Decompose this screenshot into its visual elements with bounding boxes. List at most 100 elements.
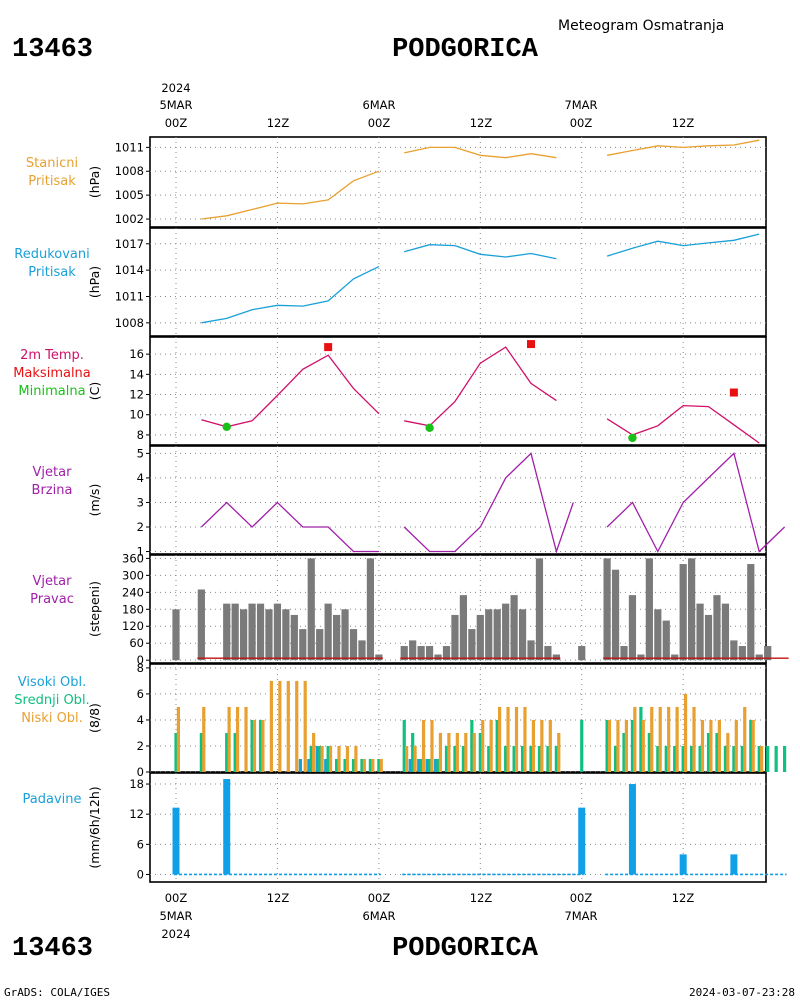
wind_speed-panel — [146, 445, 786, 555]
cloud-bar — [656, 745, 660, 772]
wind-direction-bar — [603, 558, 611, 661]
cloud-bar — [757, 745, 761, 772]
wind_direction-ytick-label: 60 — [129, 636, 144, 650]
cloud-bar — [487, 745, 491, 772]
wind-direction-bar — [662, 620, 670, 661]
precip-bar — [223, 779, 231, 875]
wind_direction-ytick-label: 300 — [122, 568, 144, 582]
cloud-bar — [760, 745, 764, 772]
cloud-bar — [377, 758, 381, 772]
wind_direction-ytick-label: 0 — [137, 653, 144, 667]
cloud_cover-ytick-label: 4 — [137, 713, 144, 727]
station_pressure-series-line — [606, 139, 760, 156]
cloud_cover-side-label: Srednji Obl. — [14, 693, 89, 708]
wind-direction-bar — [611, 569, 620, 661]
cloud-bar — [478, 732, 482, 772]
top-year-label: 2024 — [161, 81, 190, 95]
wind-direction-bar — [485, 609, 493, 661]
cloud-bar — [351, 758, 356, 772]
station_pressure-ytick-label: 1008 — [115, 164, 144, 178]
cloud-bar — [481, 719, 485, 772]
cloud-bar — [690, 745, 694, 772]
precip-bar — [628, 784, 636, 875]
wind-direction-bar — [628, 595, 637, 661]
precipitation-panel — [146, 772, 787, 883]
wind_speed-ytick-label: 5 — [137, 446, 144, 460]
wind_direction-ytick-label: 360 — [122, 551, 144, 565]
bottom-year-label: 2024 — [161, 927, 190, 941]
cloud-bar — [743, 706, 747, 772]
bottom-hour-tick-4: 12Z — [470, 891, 493, 905]
cloud-bar — [531, 719, 536, 772]
cloud-bar — [489, 719, 493, 772]
station_pressure-side-label: Pritisak — [28, 174, 76, 189]
cloud-bar — [413, 745, 417, 772]
cloud-bar — [362, 758, 366, 772]
cloud-bar — [774, 745, 778, 772]
cloud-bar — [472, 732, 476, 772]
wind-direction-bar — [366, 558, 375, 661]
wind-direction-bar — [696, 603, 704, 661]
cloud-bar — [368, 758, 373, 772]
wind-direction-bar — [510, 595, 518, 661]
footer-credit: GrADS: COLA/IGES — [4, 986, 110, 999]
wind-direction-bar — [493, 609, 501, 661]
wind_direction-side-label: Vjetar — [33, 574, 73, 589]
cloud-bar — [252, 719, 257, 772]
wind-direction-bar — [341, 609, 349, 661]
cloud-bar — [461, 745, 465, 772]
wind-direction-bar — [282, 609, 290, 661]
cloud-bar — [202, 706, 206, 772]
meteogram-panels: 1002100510081011(hPa)StanicniPritisak100… — [13, 136, 789, 883]
station_pressure-ytick-label: 1005 — [115, 188, 144, 202]
wind_speed-side-label: Vjetar — [33, 465, 73, 480]
reduced_pressure-ytick-label: 1017 — [115, 237, 144, 251]
cloud-bar — [495, 719, 499, 772]
top-day-label-3: 7MAR — [564, 98, 597, 112]
cloud-bar — [723, 745, 728, 772]
wind-direction-bar — [400, 646, 408, 661]
cloud-bar — [318, 745, 322, 772]
cloud-bar — [199, 732, 203, 772]
temperature-frame — [149, 336, 767, 446]
wind-direction-bar — [231, 603, 239, 661]
cloud-bar — [430, 719, 434, 772]
cloud-bar — [681, 745, 685, 772]
top-hour-tick-5: 00Z — [570, 116, 593, 130]
wind_direction-ylabel: (stepeni) — [87, 581, 102, 637]
reduced_pressure-panel — [146, 227, 767, 337]
cloud-bar — [312, 732, 316, 772]
cloud-bar — [345, 745, 350, 772]
wind-direction-bar — [442, 646, 451, 661]
cloud-bar — [506, 706, 510, 772]
cloud-bar — [408, 758, 412, 772]
max-temp-marker — [527, 340, 536, 349]
wind-direction-bar — [679, 564, 687, 661]
cloud-bar — [174, 732, 178, 772]
cloud-bar — [425, 758, 429, 772]
cloud-bar — [453, 745, 457, 772]
cloud-bar — [512, 745, 516, 772]
cloud-bar — [455, 732, 459, 772]
cloud-bar — [269, 680, 273, 772]
wind_speed-side-label: Brzina — [32, 483, 73, 498]
cloud-bar — [244, 706, 248, 772]
cloud-bar — [715, 732, 719, 772]
cloud-bar — [540, 719, 544, 772]
top-day-label-1: 5MAR — [159, 98, 192, 112]
min-temp-marker — [222, 422, 231, 432]
cloud-bar — [633, 706, 637, 772]
top-hour-tick-2: 12Z — [267, 116, 290, 130]
cloud-bar — [225, 732, 229, 772]
temperature-side-label: 2m Temp. — [20, 348, 84, 363]
precipitation-ylabel: (mm/6h/12h) — [87, 786, 102, 868]
cloud-bar — [233, 732, 237, 772]
cloud-bar — [580, 719, 584, 772]
temperature-ytick-label: 12 — [129, 388, 144, 402]
station-name-bottom: PODGORICA — [392, 934, 539, 964]
wind_speed-ytick-label: 3 — [137, 495, 144, 509]
cloud-bar — [675, 706, 679, 772]
wind-direction-bar — [502, 603, 510, 661]
cloud-bar — [630, 719, 635, 772]
reduced_pressure-side-label: Redukovani — [14, 247, 89, 262]
